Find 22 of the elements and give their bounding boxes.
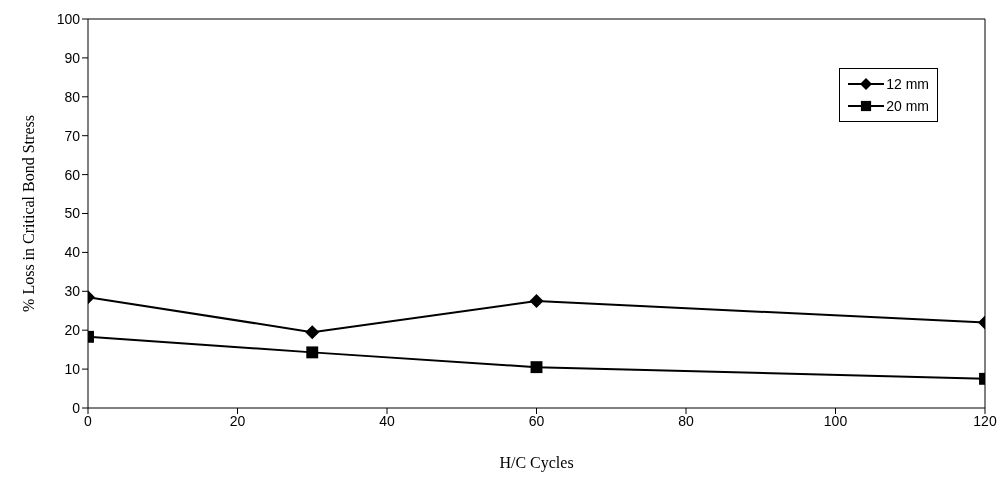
y-tick-label: 20 — [64, 322, 81, 339]
y-tick-label: 80 — [64, 88, 81, 105]
x-tick-label: 80 — [678, 412, 694, 429]
legend-label: 20 mm — [886, 97, 929, 116]
y-tick-label: 30 — [64, 283, 81, 300]
x-tick-label: 0 — [84, 412, 93, 429]
x-tick-label: 60 — [528, 412, 545, 429]
y-tick-label: 100 — [56, 10, 81, 27]
y-tick-label: 60 — [64, 166, 81, 183]
y-axis-title: % Loss in Critical Bond Stress — [19, 115, 37, 312]
y-tick-label: 0 — [72, 399, 81, 416]
legend-label: 12 mm — [886, 75, 929, 94]
y-tick-label: 40 — [64, 244, 81, 261]
x-axis-title: H/C Cycles — [499, 454, 574, 472]
y-tick-label: 70 — [64, 127, 81, 144]
x-tick-label: 40 — [379, 412, 395, 429]
x-tick-label: 20 — [229, 412, 246, 429]
x-tick-label: 100 — [823, 412, 848, 429]
x-tick-label: 120 — [973, 412, 997, 429]
y-tick-label: 10 — [64, 361, 81, 378]
y-tick-label: 50 — [64, 205, 81, 222]
y-tick-label: 90 — [64, 49, 81, 66]
